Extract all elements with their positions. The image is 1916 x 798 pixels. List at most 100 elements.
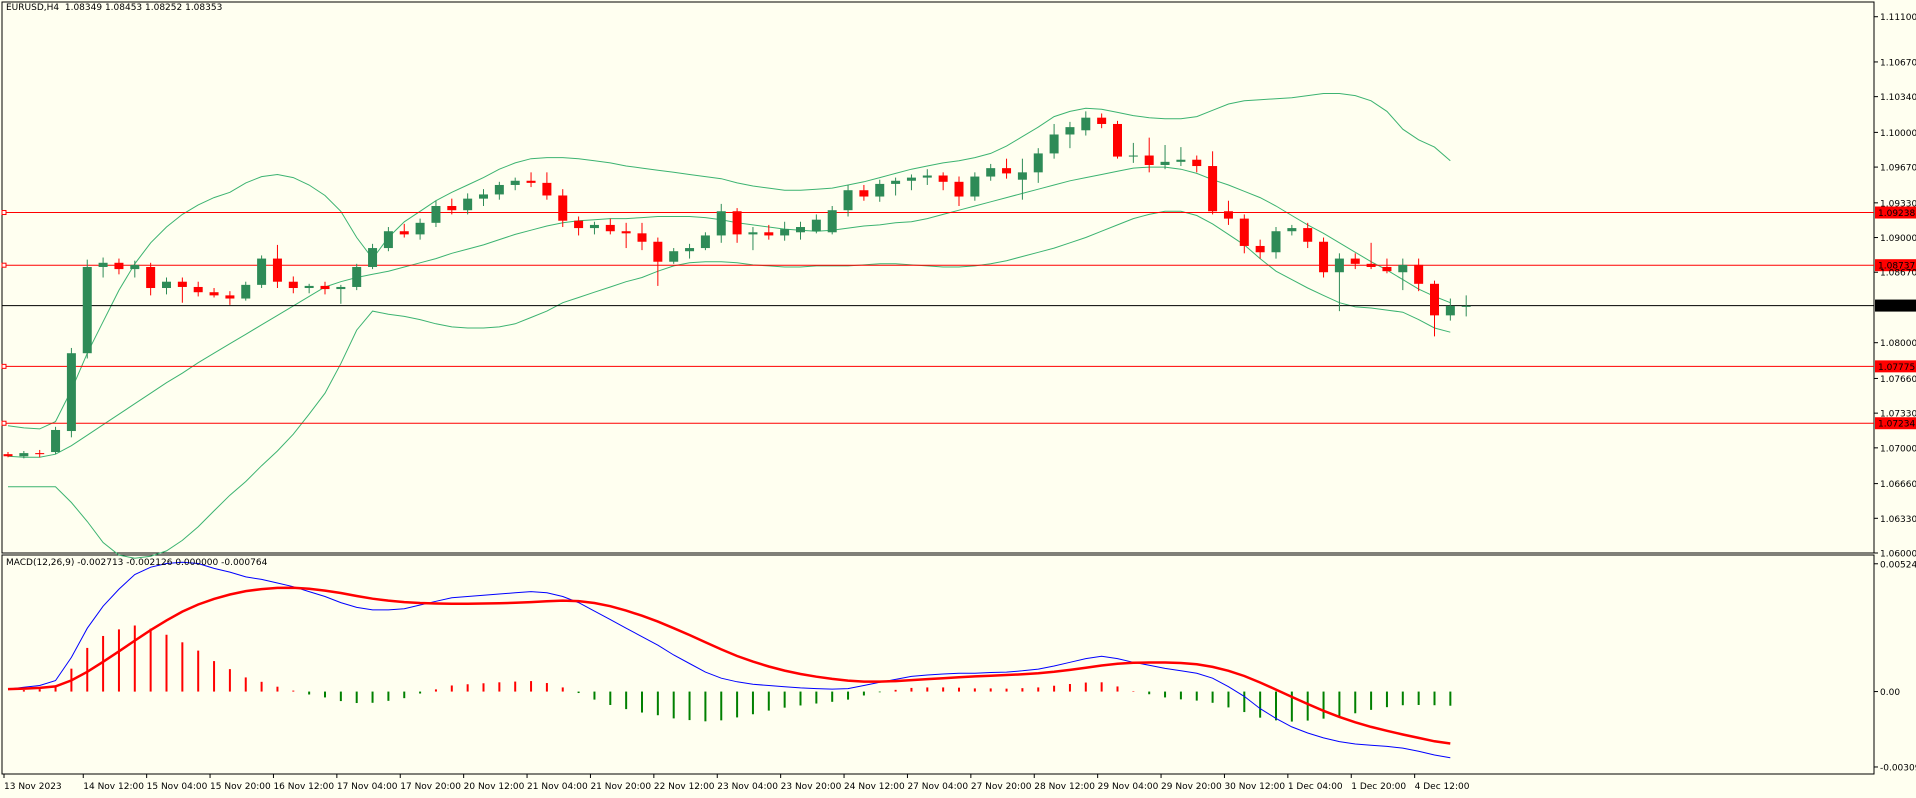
- candle-body: [669, 251, 679, 262]
- x-tick-label: 1 Dec 04:00: [1288, 782, 1343, 792]
- horizontal-levels[interactable]: 1.09238 1.08737 1.07775 1.07234 1.08353: [1, 206, 1916, 430]
- candle-body: [1049, 134, 1059, 154]
- x-tick-label: 23 Nov 04:00: [717, 782, 778, 792]
- band-upper-line: [7, 93, 1451, 430]
- candle-body: [827, 210, 837, 233]
- candle-body: [637, 233, 647, 242]
- x-tick-label: 4 Dec 12:00: [1415, 782, 1470, 792]
- level-handle: [1, 262, 7, 268]
- candle-body: [970, 176, 980, 197]
- x-tick-label: 15 Nov 20:00: [210, 782, 271, 792]
- main-pane-border: [1, 1, 1875, 554]
- macd-main-line: [7, 561, 1451, 759]
- candle-body: [98, 262, 108, 267]
- x-tick-label: 23 Nov 20:00: [781, 782, 842, 792]
- candle-body: [82, 266, 92, 354]
- candle-body: [1192, 159, 1202, 167]
- candle-body: [605, 224, 615, 232]
- candle-body: [447, 205, 457, 211]
- candle-body: [352, 266, 362, 287]
- candle-body: [1065, 127, 1075, 135]
- candle-body: [35, 453, 45, 455]
- candle-body: [1002, 168, 1012, 174]
- candle-body: [748, 232, 758, 235]
- candle-body: [589, 224, 599, 229]
- candle-body: [66, 353, 76, 432]
- candle-body: [51, 429, 61, 453]
- y-tick-label: 1.06330: [1880, 515, 1916, 525]
- candle-body: [1113, 123, 1122, 157]
- level-handle: [1, 420, 7, 426]
- candle-body: [875, 183, 885, 197]
- level-price-label: 1.07234: [1878, 420, 1915, 430]
- y-tick-label: 1.06660: [1880, 480, 1916, 490]
- candle-body: [859, 190, 869, 197]
- x-tick-label: 17 Nov 04:00: [337, 782, 398, 792]
- x-tick-label: 17 Nov 20:00: [400, 782, 461, 792]
- y-tick-label: 1.10000: [1880, 129, 1916, 139]
- candle-body: [19, 453, 29, 457]
- y-tick-label: 1.09000: [1880, 234, 1916, 244]
- candle-body: [891, 180, 901, 184]
- candle-body: [431, 205, 441, 223]
- x-tick-label: 21 Nov 20:00: [590, 782, 651, 792]
- candle-body: [1382, 266, 1392, 272]
- y-tick-label: 1.07000: [1880, 444, 1916, 454]
- candle-body: [1081, 117, 1091, 131]
- macd-signal-line: [7, 586, 1451, 745]
- candle-body: [177, 281, 187, 287]
- y-tick-label: 1.09330: [1880, 199, 1916, 209]
- candle-body: [288, 281, 298, 289]
- y-tick-label: 1.07330: [1880, 410, 1916, 420]
- candle-body: [368, 248, 378, 267]
- y-tick-label: 1.08000: [1880, 339, 1916, 349]
- symbol-info: EURUSD,H4 1.08349 1.08453 1.08252 1.0835…: [6, 3, 222, 13]
- candle-body: [1303, 228, 1313, 242]
- candle-body: [1033, 153, 1043, 173]
- x-tick-label: 28 Nov 12:00: [1034, 782, 1095, 792]
- y-tick-label: 1.10340: [1880, 93, 1916, 103]
- candle-body: [558, 195, 568, 221]
- candle-body: [510, 180, 520, 185]
- level-price-label: 1.08737: [1878, 262, 1915, 272]
- x-tick-label: 29 Nov 04:00: [1098, 782, 1159, 792]
- candle-body: [225, 295, 235, 299]
- x-tick-label: 21 Nov 04:00: [527, 782, 588, 792]
- x-tick-label: 22 Nov 12:00: [654, 782, 715, 792]
- y-tick-label: 1.10670: [1880, 58, 1916, 68]
- y-tick-label: 1.08670: [1880, 269, 1916, 279]
- macd-y-tick-label: 0.00524: [1880, 560, 1916, 570]
- x-tick-label: 1 Dec 20:00: [1351, 782, 1406, 792]
- level-handle: [1, 210, 7, 216]
- x-tick-label: 16 Nov 12:00: [273, 782, 334, 792]
- x-tick-label: 14 Nov 12:00: [83, 782, 144, 792]
- candle-body: [1287, 228, 1297, 232]
- candle-body: [1461, 305, 1471, 307]
- level-price-badge: [1875, 259, 1916, 272]
- candle-body: [938, 175, 948, 182]
- level-price-badge: [1875, 417, 1916, 430]
- candle-body: [1255, 245, 1265, 253]
- candle-body: [1398, 264, 1408, 273]
- band-lower-line: [8, 210, 1451, 559]
- candle-body: [162, 281, 171, 289]
- y-tick-label: 1.09670: [1880, 164, 1916, 174]
- x-tick-label: 27 Nov 04:00: [907, 782, 968, 792]
- current-price-badge: [1875, 299, 1916, 312]
- x-tick-label: 15 Nov 04:00: [147, 782, 208, 792]
- candle-body: [906, 177, 916, 181]
- candle-body: [1160, 161, 1170, 165]
- candle-body: [732, 211, 742, 235]
- candle-body: [494, 184, 504, 195]
- candle-body: [621, 231, 631, 234]
- candle-body: [241, 284, 251, 299]
- candle-body: [764, 232, 774, 236]
- candle-body: [320, 285, 330, 290]
- candle-body: [463, 198, 473, 211]
- candle-body: [336, 286, 346, 290]
- level-handle: [1, 363, 7, 369]
- macd-y-tick-label: -0.003092: [1880, 763, 1916, 773]
- candle-body: [272, 258, 282, 282]
